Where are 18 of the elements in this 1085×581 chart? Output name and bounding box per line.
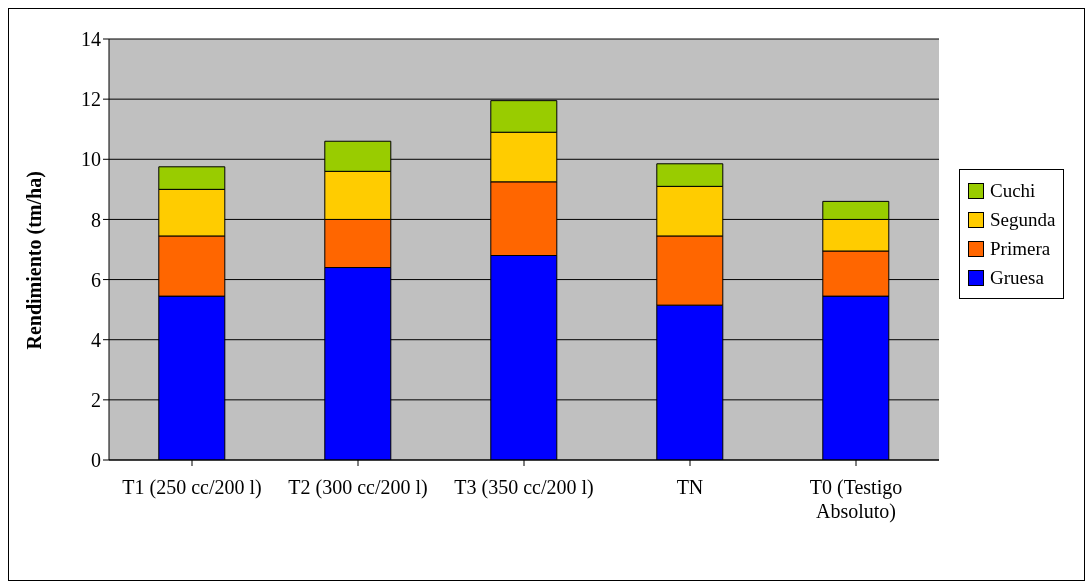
- x-tick-label: T1 (250 cc/200 l): [122, 476, 262, 499]
- x-tick-label: TN: [676, 476, 704, 498]
- x-tick-label: T3 (350 cc/200 l): [454, 476, 594, 499]
- y-tick-label: 4: [91, 328, 101, 351]
- y-tick-label: 0: [91, 449, 101, 472]
- y-tick-label: 12: [81, 88, 101, 111]
- y-tick-label: 10: [81, 148, 101, 171]
- y-tick-label: 8: [91, 208, 101, 231]
- y-tick-label: 6: [91, 268, 101, 291]
- y-tick-label: 2: [91, 388, 101, 411]
- x-tick-label: T2 (300 cc/200 l): [288, 476, 428, 499]
- legend-label: Cuchi: [990, 179, 1036, 202]
- legend-label: Primera: [990, 237, 1051, 260]
- y-tick-label: 14: [81, 28, 101, 51]
- y-axis-title: Rendimiento (tm/ha): [23, 171, 47, 350]
- x-tick-label: T0 (Testigo Absoluto): [809, 476, 903, 523]
- legend-label: Segunda: [990, 208, 1056, 231]
- legend-label: Gruesa: [990, 266, 1044, 289]
